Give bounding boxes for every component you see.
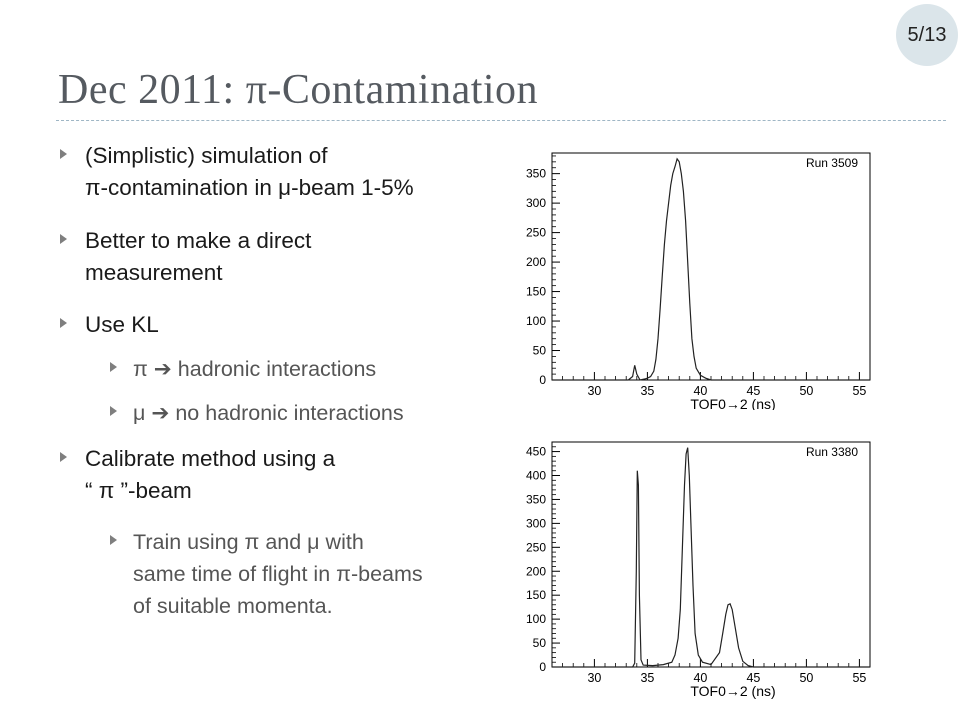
y-tick-label: 300 (526, 516, 546, 530)
y-tick-label: 250 (526, 540, 546, 554)
x-axis-label: TOF0→2 (ns) (690, 396, 775, 410)
bullet-line: (Simplistic) simulation of (85, 143, 328, 168)
sub-bullet-muon: μ ➔ no hadronic interactions (110, 397, 404, 429)
slide-title: Dec 2011: π-Contamination (58, 67, 539, 113)
bullet-line: Use KL (85, 312, 159, 337)
bullet-calibrate: Calibrate method using a “ π ”-beam (60, 443, 335, 507)
histogram-svg: 0 50 100 150 200 250 300 350 400 450 30 35 40 45 50 55 R… (526, 441, 871, 699)
bullet-line: “ π ”-beam (85, 478, 192, 503)
y-tick-label: 50 (533, 344, 547, 358)
y-tick-label: 350 (526, 167, 546, 181)
sub-bullet-train: Train using π and μ with same time of fl… (110, 526, 423, 622)
y-tick-label: 0 (539, 660, 546, 674)
x-tick-label: 40 (693, 671, 707, 685)
x-tick-label: 35 (640, 671, 654, 685)
histogram-line (552, 157, 870, 381)
plot-frame (551, 152, 871, 381)
tof-histogram-run-3509: 0 50 100 150 200 250 300 350 30 35 40 45 50 55 Run 350… (508, 145, 878, 415)
y-tick-label: 200 (526, 564, 546, 578)
plot-frame (551, 441, 871, 668)
bullet-line: μ ➔ no hadronic interactions (133, 401, 404, 425)
y-tick-label: 0 (539, 373, 546, 387)
bullet-use-kl: Use KL (60, 309, 159, 341)
bullet-line: Train using π and μ with (133, 530, 364, 554)
y-tick-label: 250 (526, 226, 546, 240)
bullet-line: Calibrate method using a (85, 446, 336, 471)
bullet-arrow-icon (60, 234, 67, 244)
bullet-arrow-icon (110, 406, 117, 416)
x-tick-label: 50 (799, 384, 813, 398)
tof-histogram-run-3380: 0 50 100 150 200 250 300 350 400 450 30 35 40 45 50 55 R… (508, 432, 878, 705)
x-tick-label: 45 (746, 671, 760, 685)
bullet-arrow-icon (60, 318, 67, 328)
bullet-simulation: (Simplistic) simulation of π-contaminati… (60, 140, 414, 204)
bullet-arrow-icon (110, 535, 117, 545)
bullet-arrow-icon (60, 149, 67, 159)
bullet-line: same time of flight in π-beams (133, 562, 423, 586)
bullet-line: π ➔ hadronic interactions (133, 357, 377, 381)
histogram-line (552, 447, 870, 668)
x-tick-label: 55 (852, 384, 866, 398)
x-tick-label: 55 (852, 671, 866, 685)
y-tick-label: 100 (526, 314, 546, 328)
y-tick-label: 150 (526, 285, 546, 299)
bullet-arrow-icon (60, 452, 67, 462)
y-tick-label: 350 (526, 492, 546, 506)
histogram-svg: 0 50 100 150 200 250 300 350 30 35 40 45 50 55 Run 350… (526, 152, 871, 412)
y-tick-label: 200 (526, 255, 546, 269)
x-tick-label: 50 (799, 671, 813, 685)
bullet-line: π-contamination in μ-beam 1-5% (85, 175, 414, 200)
bullet-arrow-icon (110, 362, 117, 372)
y-tick-label: 400 (526, 469, 546, 483)
bullet-direct-measurement: Better to make a direct measurement (60, 225, 311, 289)
x-tick-label: 35 (640, 384, 654, 398)
bullet-line: of suitable momenta. (133, 594, 333, 618)
x-tick-label: 45 (746, 384, 760, 398)
x-axis-label: TOF0→2 (ns) (690, 683, 775, 699)
y-tick-label: 100 (526, 612, 546, 626)
run-label: Run 3380 (806, 445, 858, 459)
y-tick-label: 150 (526, 588, 546, 602)
title-divider (56, 120, 946, 121)
x-tick-label: 40 (693, 384, 707, 398)
y-tick-label: 450 (526, 445, 546, 459)
bullet-line: Better to make a direct (85, 228, 312, 253)
run-label: Run 3509 (806, 156, 858, 170)
y-tick-label: 300 (526, 196, 546, 210)
y-tick-label: 50 (533, 636, 547, 650)
page-number-badge: 5/13 (896, 4, 958, 66)
sub-bullet-pion: π ➔ hadronic interactions (110, 353, 376, 385)
bullet-line: measurement (85, 260, 223, 285)
x-tick-label: 30 (587, 384, 601, 398)
x-tick-label: 30 (587, 671, 601, 685)
